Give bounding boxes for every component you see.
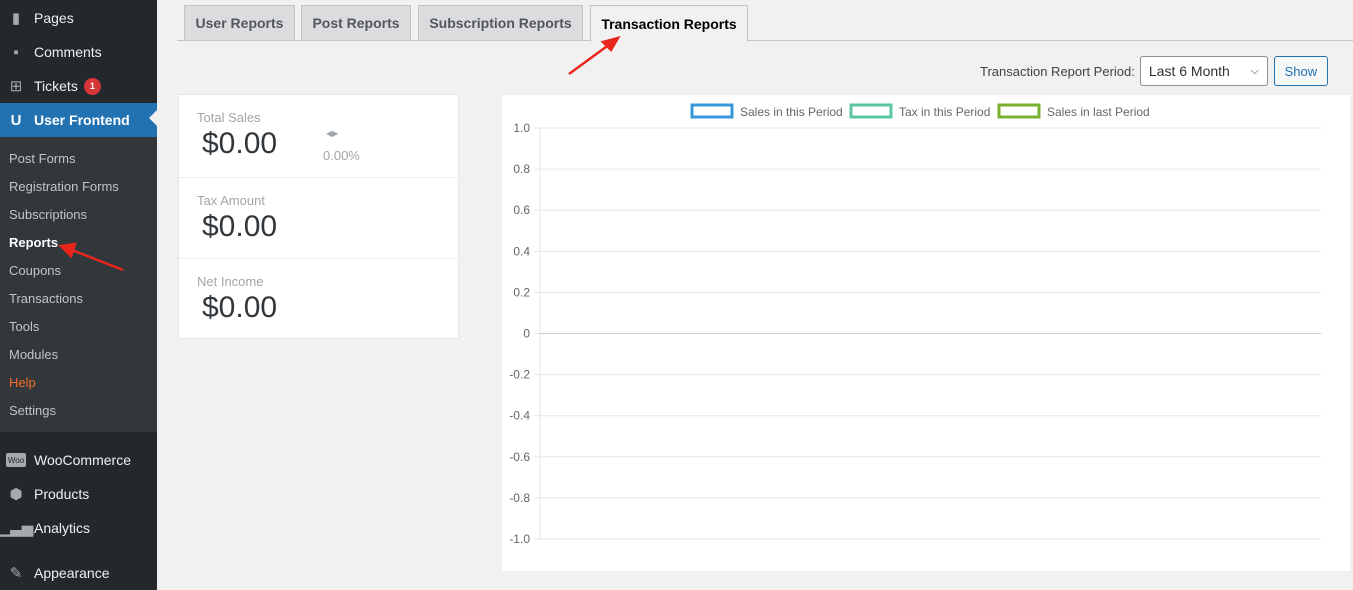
menu-user-frontend[interactable]: U User Frontend: [0, 103, 157, 137]
submenu-post-forms[interactable]: Post Forms: [9, 151, 76, 166]
menu-pages[interactable]: ▮ Pages: [0, 1, 157, 35]
menu-products[interactable]: ⬢ Products: [0, 477, 157, 511]
stat-tax-amount: Tax Amount $0.00: [179, 178, 458, 259]
tab-post-reports[interactable]: Post Reports: [301, 5, 411, 41]
y-tick-label: 0: [523, 327, 530, 341]
y-tick-label: 1.0: [513, 121, 530, 135]
analytics-icon: ▁▃▅: [0, 520, 34, 537]
appearance-icon: ✎: [9, 565, 23, 582]
legend-swatch: [690, 103, 734, 119]
submenu-help[interactable]: Help: [9, 375, 36, 390]
annotation-arrow: [568, 42, 611, 76]
tickets-icon: ⊞: [9, 78, 23, 95]
admin-sidebar: ▮ Pages ▪ Comments ⊞ Tickets 1 U User Fronten…: [0, 0, 157, 590]
pages-icon: ▮: [11, 10, 21, 27]
legend-label: Sales in last Period: [1047, 105, 1150, 119]
tab-subscription-reports[interactable]: Subscription Reports: [418, 5, 583, 41]
submenu-modules[interactable]: Modules: [9, 347, 59, 362]
menu-label: WooCommerce: [34, 452, 131, 468]
y-tick-label: 0.4: [513, 244, 530, 258]
tab-transaction-reports[interactable]: Transaction Reports: [590, 5, 748, 42]
stat-label: Net Income: [197, 274, 264, 289]
y-tick-label: 0.6: [513, 203, 530, 217]
menu-label: Pages: [34, 10, 74, 26]
submenu-transactions[interactable]: Transactions: [9, 291, 83, 306]
period-select[interactable]: Last 6 Month ⌵: [1139, 56, 1268, 86]
y-tick-label: -0.2: [509, 368, 530, 382]
menu-label: User Frontend: [34, 112, 130, 128]
stat-label: Tax Amount: [197, 193, 265, 208]
submenu-registration-forms[interactable]: Registration Forms: [9, 179, 119, 194]
stat-value: $0.00: [202, 127, 278, 160]
menu-label: Tickets: [34, 78, 78, 94]
stats-panel: Total Sales $0.00 ◀▶ 0.00% Tax Amount $0…: [178, 94, 459, 339]
stat-total-sales: Total Sales $0.00 ◀▶ 0.00%: [179, 95, 458, 178]
products-icon: ⬢: [9, 486, 23, 503]
menu-label: Comments: [34, 44, 102, 60]
show-button[interactable]: Show: [1273, 56, 1328, 86]
menu-woocommerce[interactable]: Woo WooCommerce: [0, 443, 157, 477]
user-frontend-submenu: Post Forms Registration Forms Subscripti…: [0, 137, 157, 432]
menu-tickets[interactable]: ⊞ Tickets 1: [0, 69, 157, 103]
legend-swatch: [849, 103, 893, 119]
legend-label: Tax in this Period: [899, 105, 990, 119]
period-label: Transaction Report Period:: [980, 63, 1135, 79]
menu-label: Appearance: [34, 565, 110, 581]
legend-label: Sales in this Period: [740, 105, 843, 119]
submenu-tools[interactable]: Tools: [9, 319, 40, 334]
y-tick-label: -0.6: [509, 450, 530, 464]
active-caret: [141, 110, 157, 126]
tab-user-reports[interactable]: User Reports: [184, 5, 295, 41]
y-tick-label: 0.8: [513, 162, 530, 176]
submenu-settings[interactable]: Settings: [9, 403, 56, 418]
y-tick-label: 0.2: [513, 285, 530, 299]
user-frontend-icon: U: [10, 111, 22, 129]
submenu-subscriptions[interactable]: Subscriptions: [9, 207, 88, 222]
report-tabs: User Reports Post Reports Subscription R…: [177, 0, 1353, 42]
menu-comments[interactable]: ▪ Comments: [0, 35, 157, 69]
y-tick-label: -0.8: [509, 491, 530, 505]
transaction-chart: 1.0 0.8 0.6 0.4 0.2 0 -0.2 -0.4 -0.6 -0.8 -1.0 Sale…: [502, 95, 1350, 571]
stat-value: $0.00: [202, 210, 278, 243]
menu-analytics[interactable]: ▁▃▅ Analytics: [0, 511, 157, 545]
chart-svg: 1.0 0.8 0.6 0.4 0.2 0 -0.2 -0.4 -0.6 -0.8 -1.0 Sale…: [509, 103, 1321, 546]
menu-label: Products: [34, 486, 90, 502]
stat-change: 0.00%: [323, 148, 360, 163]
submenu-coupons[interactable]: Coupons: [9, 263, 62, 278]
change-arrows-icon: ◀▶: [326, 129, 339, 138]
woocommerce-icon: Woo: [6, 453, 26, 467]
menu-label: Analytics: [34, 520, 91, 536]
stat-label: Total Sales: [197, 110, 261, 125]
y-tick-label: -0.4: [509, 409, 530, 423]
period-filter: Transaction Report Period: Last 6 Month ⌵…: [980, 56, 1328, 86]
chevron-down-icon: ⌵: [1250, 64, 1259, 77]
menu-appearance[interactable]: ✎ Appearance: [0, 556, 157, 590]
legend-swatch: [997, 103, 1041, 119]
stat-net-income: Net Income $0.00: [179, 259, 458, 339]
y-tick-label: -1.0: [509, 532, 530, 546]
tickets-badge: 1: [83, 77, 101, 95]
period-selected: Last 6 Month: [1148, 63, 1230, 79]
comment-icon: ▪: [13, 43, 19, 61]
submenu-reports[interactable]: Reports: [9, 235, 59, 250]
stat-value: $0.00: [202, 291, 278, 324]
